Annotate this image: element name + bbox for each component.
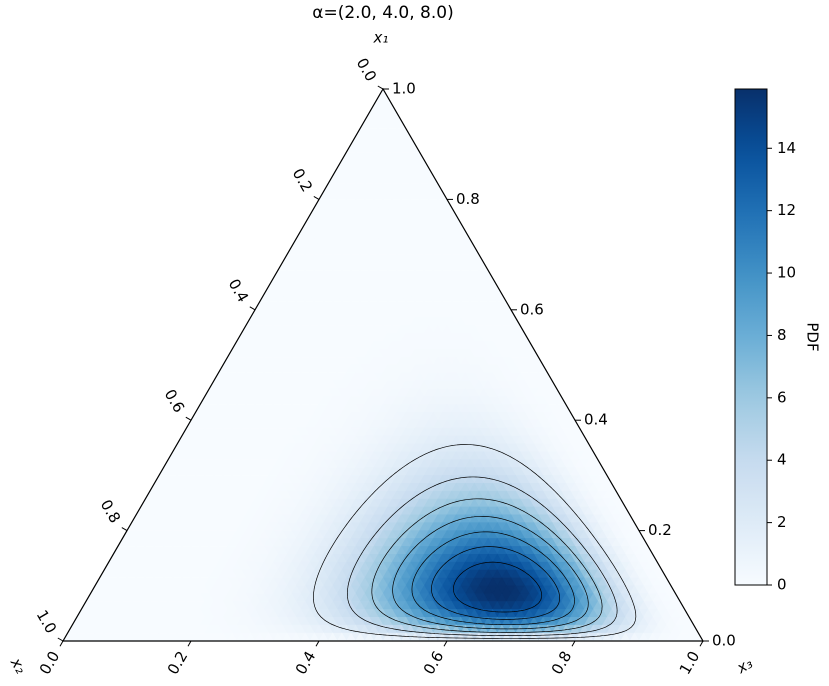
colorbar-tick-label: 2 <box>777 513 787 531</box>
tick-label: 0.0 <box>712 632 736 650</box>
tick-mark <box>377 85 384 90</box>
chart-title: α=(2.0, 4.0, 8.0) <box>312 3 453 23</box>
tick-label: 0.2 <box>648 521 672 539</box>
tick-mark <box>57 637 64 642</box>
colorbar-tick-label: 6 <box>777 388 787 406</box>
tick-label: 0.0 <box>36 648 64 678</box>
tick-mark <box>185 416 192 421</box>
colorbar-tick-label: 14 <box>777 139 796 157</box>
tick-label: 0.2 <box>289 165 317 195</box>
tick-mark <box>315 640 320 647</box>
tick-label: 0.6 <box>161 386 189 416</box>
colorbar-label: PDF <box>804 322 822 351</box>
axis-label: x₃ <box>733 654 756 678</box>
tick-label: 0.2 <box>164 648 192 678</box>
tick-label: 0.4 <box>584 411 608 429</box>
tick-label: 1.0 <box>392 80 416 98</box>
tick-label: 0.6 <box>520 300 544 318</box>
colorbar-tick-label: 0 <box>777 576 787 594</box>
tick-mark <box>313 195 320 200</box>
colorbar <box>734 88 768 586</box>
tick-label: 0.8 <box>548 648 576 678</box>
axis-label: x₂ <box>6 654 30 677</box>
colorbar-tick-label: 4 <box>777 451 787 469</box>
tick-label: 0.4 <box>292 648 320 678</box>
colorbar-tick-label: 10 <box>777 264 796 282</box>
tick-mark <box>187 640 192 647</box>
tick-mark <box>249 306 256 311</box>
colorbar-tick-label: 12 <box>777 201 796 219</box>
tick-label: 1.0 <box>676 648 704 678</box>
tick-label: 0.6 <box>420 648 448 678</box>
tick-mark <box>59 640 64 647</box>
tick-label: 0.8 <box>97 497 125 527</box>
axis-label: x₁ <box>373 29 389 47</box>
tick-label: 0.8 <box>456 190 480 208</box>
tick-mark <box>443 640 448 647</box>
tick-label: 1.0 <box>33 607 61 637</box>
tick-mark <box>699 640 704 647</box>
tick-label: 0.0 <box>353 55 381 85</box>
colorbar-tick-label: 8 <box>777 326 787 344</box>
tick-label: 0.4 <box>225 276 253 306</box>
tick-mark <box>121 527 128 532</box>
tick-mark <box>571 640 576 647</box>
